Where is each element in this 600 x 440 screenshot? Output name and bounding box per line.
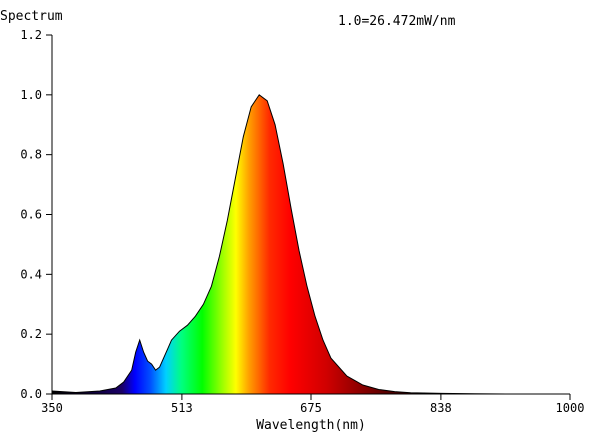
y-tick-label: 0.2 bbox=[20, 327, 42, 341]
x-tick-label: 675 bbox=[300, 401, 322, 415]
spectrum-line bbox=[51, 94, 570, 395]
x-tick-label: 1000 bbox=[556, 401, 585, 415]
y-tick-label: 0.6 bbox=[20, 208, 42, 222]
y-tick-label: 0.4 bbox=[20, 267, 42, 281]
x-tick-label: 838 bbox=[430, 401, 452, 415]
y-tick-label: 0.0 bbox=[20, 387, 42, 401]
y-ticks: 0.0 0.2 0.4 0.6 0.8 1.0 1.2 bbox=[20, 28, 52, 401]
x-tick-label: 350 bbox=[41, 401, 63, 415]
x-ticks: 350 513 675 838 1000 bbox=[41, 394, 584, 415]
scale-annotation: 1.0=26.472mW/nm bbox=[338, 14, 456, 29]
y-tick-label: 0.8 bbox=[20, 148, 42, 162]
x-axis-title: Wavelength(nm) bbox=[256, 418, 366, 433]
x-tick-label: 513 bbox=[171, 401, 193, 415]
y-tick-label: 1.2 bbox=[20, 28, 42, 42]
spectrum-area bbox=[52, 94, 570, 395]
y-axis-title: Spectrum bbox=[0, 9, 63, 24]
y-tick-label: 1.0 bbox=[20, 88, 42, 102]
